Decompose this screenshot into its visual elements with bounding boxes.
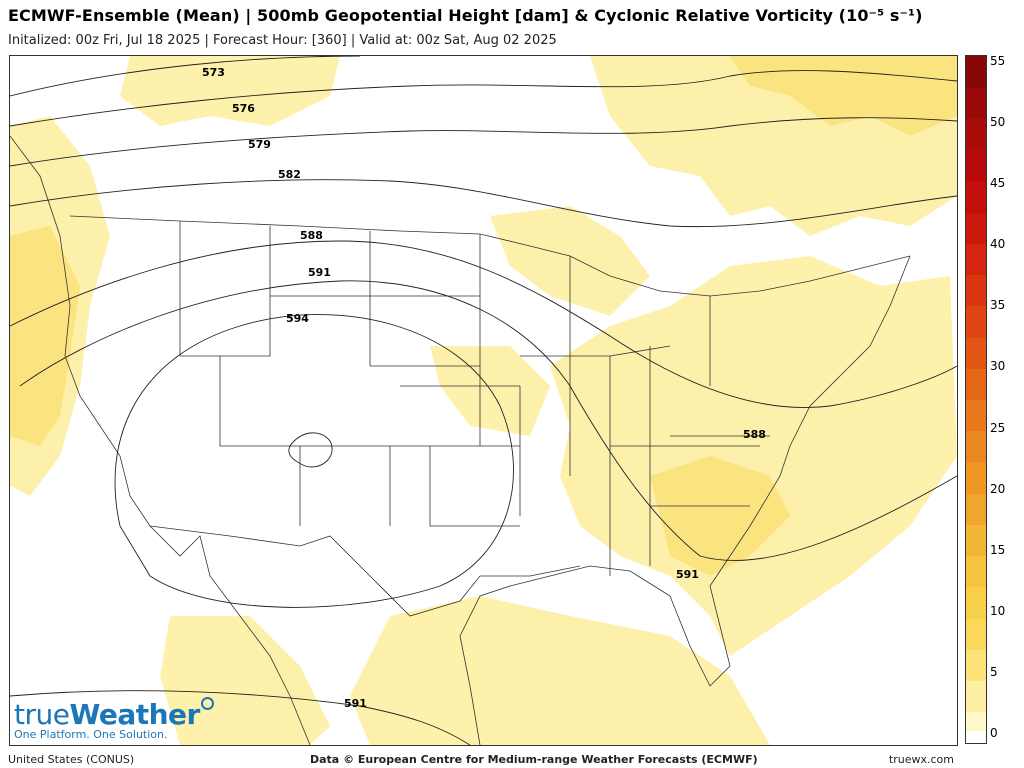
colorbar-swatch (966, 305, 986, 338)
vorticity-colorbar (965, 55, 987, 744)
gulf-coast (459, 565, 671, 745)
contour-label: 594 (286, 312, 309, 325)
contour-labels: 573 576 579 582 588 591 594 588 591 591 (202, 66, 766, 710)
colorbar-swatch (966, 337, 986, 369)
colorbar-tick-label: 30 (990, 359, 1006, 374)
colorbar-swatch (966, 118, 986, 151)
logo-dot-icon (200, 697, 214, 710)
colorbar-tick-label: 10 (990, 603, 1006, 618)
contour-label: 591 (308, 266, 331, 279)
contour-label: 588 (743, 428, 766, 441)
vorticity-area-mexico (160, 616, 330, 745)
contour-label: 582 (278, 168, 301, 181)
state-lines-central (370, 234, 521, 527)
vorticity-area-west-coast-core (10, 226, 80, 446)
colorbar-swatch (966, 493, 986, 525)
colorbar-swatch (966, 649, 986, 682)
colorbar-swatch (966, 555, 986, 588)
vorticity-area-northwest (120, 56, 340, 126)
vorticity-shading (10, 56, 957, 745)
contour-594 (114, 314, 514, 608)
colorbar-tick-label: 5 (990, 664, 998, 679)
state-lines-east (520, 256, 770, 576)
contour-label: 576 (232, 102, 255, 115)
forecast-map[interactable]: 573 576 579 582 588 591 594 588 591 591 (9, 55, 958, 746)
canada-border (69, 215, 911, 297)
vorticity-area-east (550, 256, 957, 656)
colorbar-swatch (966, 399, 986, 432)
mexico-border (149, 525, 581, 617)
political-boundaries (10, 135, 911, 745)
contour-576 (10, 70, 957, 127)
footer-credit: Data © European Centre for Medium-range … (310, 753, 758, 766)
contour-588 (10, 240, 957, 408)
vorticity-area-plains (430, 346, 550, 436)
contour-label: 591 (344, 697, 367, 710)
colorbar-swatch (966, 368, 986, 400)
colorbar-swatch (966, 180, 986, 213)
trueweather-logo: trueWeather One Platform. One Solution. (14, 697, 214, 741)
forecast-info: Initalized: 00z Fri, Jul 18 2025 | Forec… (8, 33, 557, 48)
vorticity-area-gulf (350, 596, 770, 745)
contour-591 (19, 280, 957, 561)
east-coast (669, 255, 911, 687)
colorbar-tick-label: 50 (990, 115, 1006, 130)
colorbar-tick-label: 35 (990, 298, 1006, 313)
contour-591-south (10, 690, 471, 745)
colorbar-tick-label: 25 (990, 420, 1006, 435)
vorticity-area-southeast-core (650, 456, 790, 576)
contour-582 (10, 179, 957, 228)
coastline-west (10, 135, 311, 745)
colorbar-swatch (966, 524, 986, 557)
colorbar-swatch-zero (966, 731, 986, 743)
colorbar-swatch (966, 586, 986, 619)
contour-579 (10, 117, 957, 167)
colorbar-swatch (966, 618, 986, 650)
contour-label: 591 (676, 568, 699, 581)
colorbar-swatch (966, 274, 986, 307)
logo-tagline: One Platform. One Solution. (14, 728, 168, 741)
contour-label: 588 (300, 229, 323, 242)
colorbar-swatch (966, 461, 986, 494)
footer-site-link[interactable]: truewx.com (888, 753, 954, 766)
logo-name-part2: Weather (69, 698, 200, 731)
logo-name-part1: true (14, 698, 70, 731)
contour-label: 573 (202, 66, 225, 79)
colorbar-tick-label: 15 (990, 542, 1006, 557)
height-contours (10, 56, 957, 745)
colorbar-tick-label: 40 (990, 237, 1006, 252)
contour-573 (10, 56, 361, 97)
contour-label: 579 (248, 138, 271, 151)
contour-594-inner (288, 432, 333, 468)
colorbar-swatch (966, 56, 986, 88)
colorbar-swatch (966, 149, 986, 182)
colorbar-tick-label: 45 (990, 176, 1006, 191)
colorbar-swatch (966, 430, 986, 463)
colorbar-tick-label: 20 (990, 481, 1006, 496)
colorbar-swatch (966, 212, 986, 244)
colorbar-swatch (966, 243, 986, 276)
state-lines-west (179, 221, 391, 526)
colorbar-swatch (966, 680, 986, 713)
colorbar-tick-label: 0 (990, 726, 998, 740)
colorbar-tick-label: 55 (990, 54, 1006, 68)
colorbar-swatch (966, 87, 986, 119)
page-title: ECMWF-Ensemble (Mean) | 500mb Geopotenti… (8, 6, 923, 25)
footer-region: United States (CONUS) (8, 753, 135, 766)
